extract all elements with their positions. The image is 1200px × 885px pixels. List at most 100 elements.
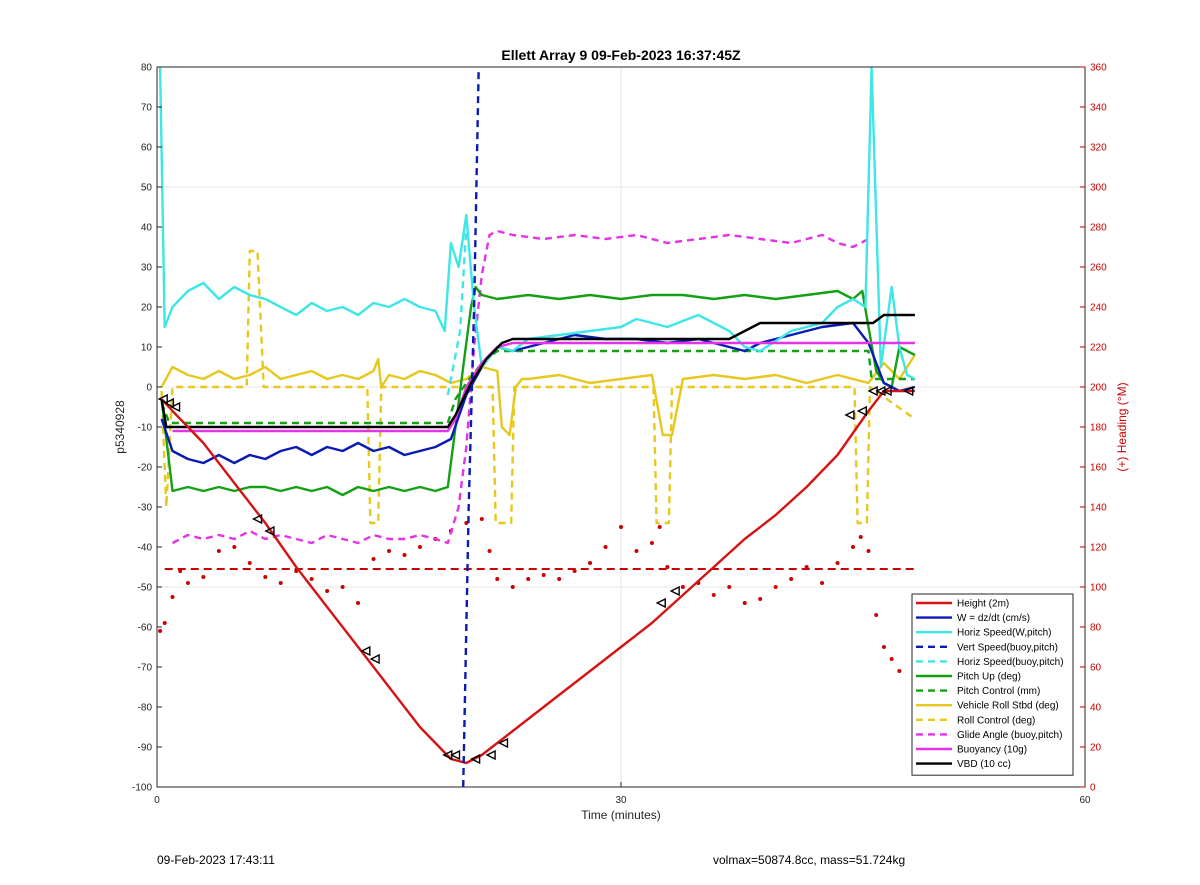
heading-point: [216, 549, 221, 553]
heading-point: [789, 577, 794, 581]
heading-point: [897, 669, 902, 673]
y2-axis-label: (+) Heading (°M): [1115, 382, 1129, 471]
heading-point: [526, 577, 531, 581]
heading-point: [773, 585, 778, 589]
y-tick-label: -90: [138, 743, 153, 754]
dive-marker: [669, 585, 680, 597]
y2-tick-label: 220: [1090, 343, 1107, 354]
heading-point: [340, 585, 345, 589]
series-line-5: [160, 285, 916, 497]
x-axis-ticks: 0 30 60: [154, 782, 1091, 806]
dive-marker: [655, 597, 666, 609]
heading-point: [881, 645, 886, 649]
dive-marker: [369, 653, 380, 665]
x-axis-label: Time (minutes): [581, 808, 661, 822]
legend-label: Glide Angle (buoy,pitch): [957, 730, 1062, 741]
y2-tick-label: 60: [1090, 663, 1102, 674]
dive-marker: [844, 409, 855, 421]
heading-point: [541, 573, 546, 577]
footer-mass-info: volmax=50874.8cc, mass=51.724kg: [713, 853, 906, 867]
heading-layer: [158, 517, 917, 729]
legend-label: VBD (10 cc): [957, 759, 1011, 770]
y2-tick-label: 240: [1090, 303, 1107, 314]
series-line-2: [158, 67, 916, 381]
heading-point: [263, 575, 268, 579]
legend: Height (2m) W = dz/dt (cm/s) Horiz Speed(W…: [911, 593, 1074, 776]
y2-tick-label: 360: [1090, 63, 1107, 74]
heading-point: [510, 585, 515, 589]
heading-point: [742, 601, 747, 605]
heading-point: [889, 657, 894, 661]
y2-tick-label: 320: [1090, 143, 1107, 154]
dive-marker: [903, 385, 914, 397]
heading-point: [325, 589, 330, 593]
y2-tick-label: 100: [1090, 583, 1107, 594]
legend-label: W = dz/dt (cm/s): [957, 613, 1030, 624]
heading-point: [680, 585, 685, 589]
legend-label: Buoyancy (10g): [957, 745, 1027, 756]
dive-marker: [470, 753, 481, 765]
dive-marker: [163, 397, 175, 409]
heading-point: [858, 535, 863, 539]
y-tick-label: 30: [141, 263, 153, 274]
heading-point: [665, 565, 670, 569]
y2-tick-label: 180: [1090, 423, 1107, 434]
heading-point: [247, 561, 252, 565]
heading-point: [387, 549, 391, 553]
y-tick-label: 70: [141, 103, 153, 114]
dive-marker: [449, 749, 461, 761]
heading-point: [232, 545, 237, 549]
y2-tick-label: 280: [1090, 223, 1107, 234]
y2-tick-label: 80: [1090, 623, 1102, 634]
series-line-0: [160, 389, 915, 765]
dive-marker: [875, 385, 886, 397]
heading-point: [727, 585, 732, 589]
legend-label: Height (2m): [957, 599, 1009, 610]
heading-point: [804, 565, 809, 569]
series-line-3: [462, 67, 480, 787]
heading-point: [851, 545, 855, 549]
y2-tick-label: 140: [1090, 503, 1107, 514]
series-line-8: [160, 249, 916, 525]
series-line-9: [171, 229, 870, 545]
y-tick-label: 50: [141, 183, 153, 194]
y2-tick-label: 20: [1090, 743, 1102, 754]
legend-label: Pitch Control (mm): [957, 686, 1040, 697]
legend-label: Pitch Up (deg): [957, 672, 1021, 683]
y2-tick-label: 0: [1090, 783, 1096, 794]
series-line-11: [160, 313, 915, 429]
heading-point: [874, 613, 879, 617]
x-tick-label: 0: [154, 795, 160, 806]
y2-tick-label: 340: [1090, 103, 1107, 114]
dive-marker: [157, 393, 168, 405]
y-tick-label: 10: [141, 343, 153, 354]
series-line-6: [160, 349, 915, 425]
y-tick-label: -100: [132, 783, 152, 794]
dive-marker: [881, 385, 892, 397]
heading-point: [402, 553, 407, 557]
heading-point: [479, 517, 484, 521]
y-tick-label: -80: [138, 703, 153, 714]
y-tick-label: -10: [138, 423, 153, 434]
legend-label: Vehicle Roll Stbd (deg): [957, 701, 1059, 712]
dive-marker: [169, 401, 181, 413]
dive-marker: [485, 749, 496, 761]
y-tick-label: 40: [141, 223, 153, 234]
heading-point: [572, 569, 577, 573]
heading-point: [162, 621, 167, 625]
chart-title: Ellett Array 9 09-Feb-2023 16:37:45Z: [501, 47, 741, 63]
heading-point: [711, 593, 716, 597]
heading-point: [588, 561, 593, 565]
heading-point: [835, 561, 840, 565]
heading-point: [866, 549, 871, 553]
dive-marker: [251, 513, 263, 525]
legend-box: [911, 593, 1074, 776]
y-tick-label: 0: [146, 383, 152, 394]
heading-point: [417, 545, 422, 549]
heading-point: [278, 581, 283, 585]
heading-point: [557, 577, 562, 581]
heading-point: [487, 549, 492, 553]
heading-point: [758, 597, 763, 601]
heading-point: [634, 549, 639, 553]
